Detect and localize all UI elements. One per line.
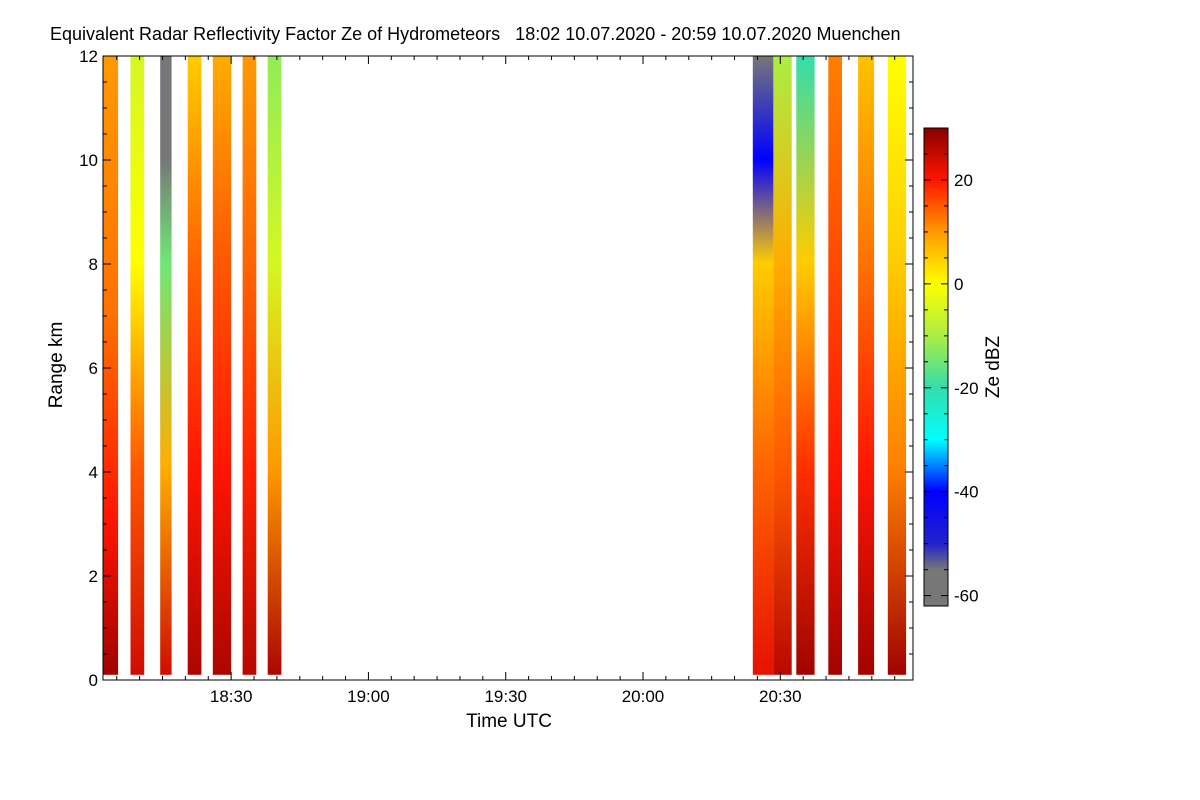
data-segment bbox=[267, 56, 282, 675]
data-segment bbox=[242, 56, 257, 675]
y-tick-label: 12 bbox=[79, 47, 98, 66]
data-segment bbox=[103, 56, 119, 675]
data-segment bbox=[796, 56, 815, 675]
y-tick-label: 0 bbox=[89, 671, 98, 690]
colorbar bbox=[923, 127, 949, 607]
y-tick-label: 4 bbox=[89, 463, 98, 482]
data-segment bbox=[130, 56, 145, 675]
y-tick-label: 2 bbox=[89, 567, 98, 586]
x-tick-label: 20:30 bbox=[759, 687, 802, 706]
x-tick-label: 18:30 bbox=[210, 687, 253, 706]
colorbar-tick-label: -20 bbox=[954, 379, 979, 398]
x-tick-label: 20:00 bbox=[622, 687, 665, 706]
data-segment bbox=[160, 56, 172, 675]
data-segment bbox=[752, 56, 774, 675]
data-segment bbox=[858, 56, 875, 675]
colorbar-axis: 20 0 -20 -40 -60 bbox=[924, 127, 979, 606]
colorbar-tick-label: 0 bbox=[954, 275, 963, 294]
colorbar-tick-label: -40 bbox=[954, 483, 979, 502]
x-tick-label: 19:30 bbox=[484, 687, 527, 706]
data-segment bbox=[887, 56, 907, 675]
y-axis: 0 2 4 6 8 10 12 bbox=[79, 47, 913, 690]
data-segment bbox=[828, 56, 842, 675]
data-segment bbox=[187, 56, 202, 675]
y-tick-label: 8 bbox=[89, 255, 98, 274]
data-segment bbox=[212, 56, 232, 675]
x-axis: 18:30 19:00 19:30 20:00 20:30 bbox=[116, 56, 896, 706]
data-segments bbox=[103, 56, 907, 675]
chart-title: Equivalent Radar Reflectivity Factor Ze … bbox=[50, 24, 901, 44]
y-tick-label: 6 bbox=[89, 359, 98, 378]
colorbar-tick-label: -60 bbox=[954, 587, 979, 606]
x-axis-label: Time UTC bbox=[466, 711, 552, 732]
colorbar-tick-label: 20 bbox=[954, 171, 973, 190]
y-tick-label: 10 bbox=[79, 151, 98, 170]
colorbar-label: Ze dBZ bbox=[983, 335, 1004, 398]
x-tick-label: 19:00 bbox=[347, 687, 390, 706]
y-axis-label: Range km bbox=[46, 322, 67, 409]
data-segment bbox=[773, 56, 792, 675]
